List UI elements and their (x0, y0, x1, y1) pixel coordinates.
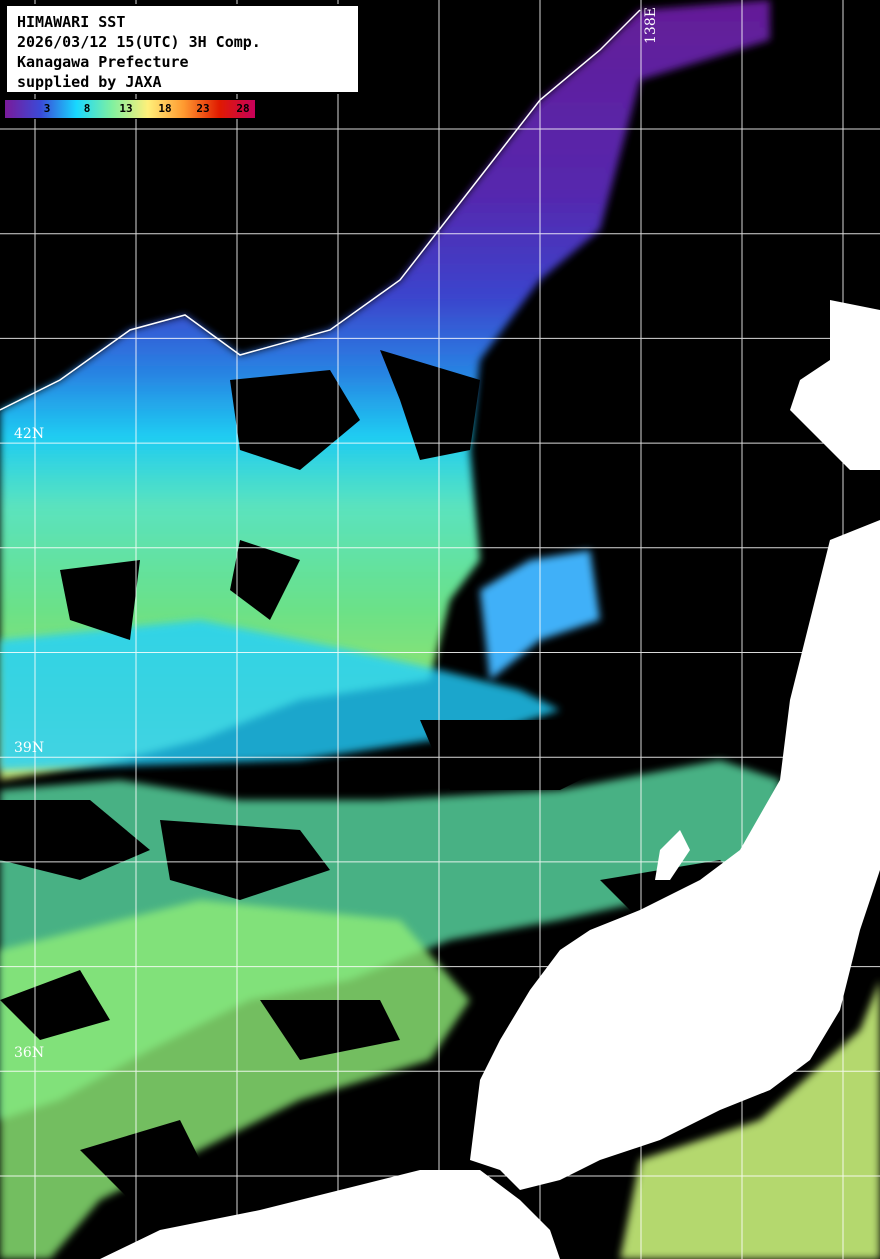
info-box: HIMAWARI SST 2026/03/12 15(UTC) 3H Comp.… (5, 4, 360, 94)
info-provider: Kanagawa Prefecture (17, 53, 189, 71)
info-datetime: 2026/03/12 15(UTC) 3H Comp. (17, 33, 261, 51)
colorbar-label: 28 (236, 102, 250, 115)
lat-label-39n: 39N (14, 740, 45, 756)
info-title: HIMAWARI SST (17, 13, 126, 31)
lon-label-138e: 138E (643, 7, 659, 44)
colorbar-label: 3 (43, 102, 51, 115)
color-scale-bar: 3 8 13 18 23 28 (4, 99, 256, 119)
honshu-west-land (100, 1170, 560, 1259)
info-supplier: supplied by JAXA (17, 73, 162, 91)
colorbar-label: 8 (83, 102, 91, 115)
lat-label-36n: 36N (14, 1045, 45, 1061)
continent-coastline (0, 9, 641, 411)
colorbar-label: 18 (158, 102, 172, 115)
colorbar-label: 23 (196, 102, 210, 115)
hokkaido-land (790, 300, 880, 470)
land (100, 300, 880, 1259)
sado-island (655, 830, 690, 880)
lat-label-42n: 42N (14, 426, 45, 442)
colorbar-label: 13 (119, 102, 133, 115)
honshu-land (470, 520, 880, 1190)
